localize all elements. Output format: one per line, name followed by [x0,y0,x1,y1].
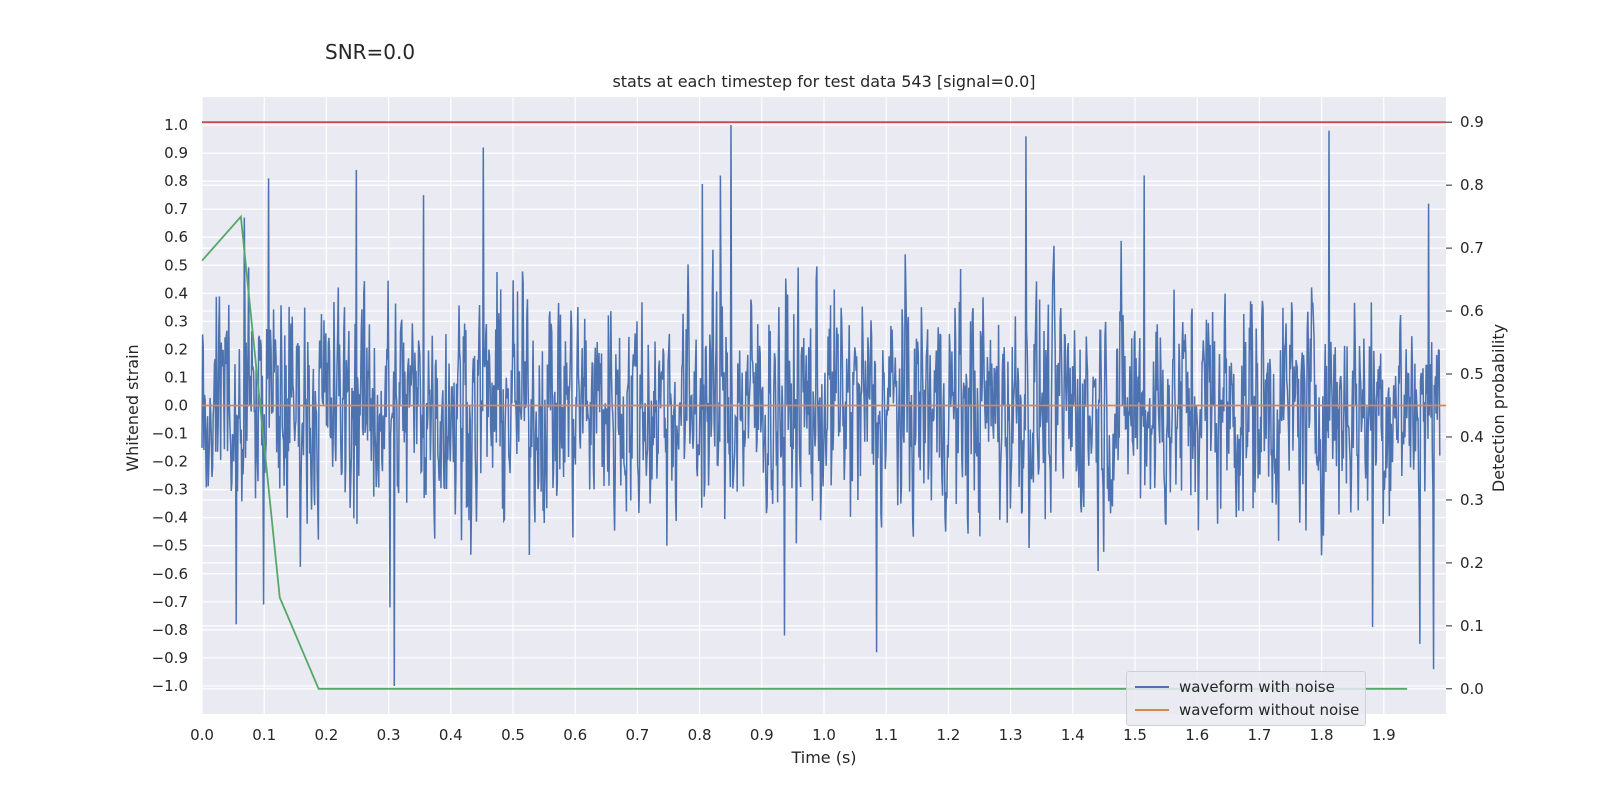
y-tick-label: 0.9 [164,144,188,162]
y-tick-label: −0.5 [152,537,188,555]
y2-tick-label: 0.9 [1460,113,1484,131]
x-tick-label: 1.9 [1372,726,1396,744]
legend: waveform with noise waveform without noi… [1126,671,1366,726]
x-tick-label: 1.0 [812,726,836,744]
y-tick-label: 0.0 [164,397,188,415]
y2-tick-label: 0.3 [1460,491,1484,509]
x-tick-label: 0.0 [190,726,214,744]
x-tick-label: 0.1 [252,726,276,744]
x-tick-label: 1.6 [1185,726,1209,744]
y-tick-label: 1.0 [164,116,188,134]
legend-swatch-clean [1135,709,1169,711]
x-tick-label: 1.7 [1247,726,1271,744]
y-tick-label: 0.2 [164,340,188,358]
x-tick-label: 1.8 [1310,726,1334,744]
x-tick-label: 0.8 [688,726,712,744]
x-tick-label: 0.5 [501,726,525,744]
y-tick-label: −0.6 [152,565,188,583]
y-tick-label: −0.3 [152,481,188,499]
y2-tick-label: 0.0 [1460,680,1484,698]
y2-tick-label: 0.6 [1460,302,1484,320]
x-tick-label: 1.5 [1123,726,1147,744]
y2-tick-label: 0.5 [1460,365,1484,383]
y2-tick-label: 0.7 [1460,239,1484,257]
y2-axis-label: Detection probability [1489,324,1508,492]
chart-title: stats at each timestep for test data 543… [612,72,1036,91]
x-tick-label: 1.3 [999,726,1023,744]
x-axis-label: Time (s) [790,748,856,767]
legend-swatch-noise [1135,686,1169,688]
legend-item-clean: waveform without noise [1135,699,1359,721]
x-tick-label: 0.7 [625,726,649,744]
series-line-waveform-with-noise [201,125,1441,686]
y-tick-label: −0.1 [152,425,188,443]
legend-label-clean: waveform without noise [1179,701,1360,719]
x-tick-label: 1.1 [874,726,898,744]
y2-tick-label: 0.2 [1460,554,1484,572]
legend-label-noise: waveform with noise [1179,678,1335,696]
y-tick-label: 0.1 [164,368,188,386]
y-tick-label: −0.9 [152,649,188,667]
y-tick-label: 0.7 [164,200,188,218]
x-tick-label: 0.6 [563,726,587,744]
y2-tick-label: 0.4 [1460,428,1484,446]
legend-item-noise: waveform with noise [1135,676,1335,698]
y-axis-label: Whitened strain [123,344,142,471]
y-tick-label: 0.3 [164,312,188,330]
series-group [201,121,1446,690]
tick-labels: 0.0 0.1 0.2 0.3 0.4 0.5 0.6 0.7 0.8 0.9 1.0 1.1 1.2 1… [152,113,1484,744]
x-tick-label: 0.2 [314,726,338,744]
y-tick-label: −0.2 [152,453,188,471]
x-tick-label: 1.4 [1061,726,1085,744]
x-tick-label: 0.9 [750,726,774,744]
x-tick-label: 0.3 [377,726,401,744]
y-tick-label: 0.6 [164,228,188,246]
y-tick-label: 0.5 [164,256,188,274]
series-line-detection-probability [201,214,1408,690]
x-tick-label: 0.4 [439,726,463,744]
y2-tick-label: 0.8 [1460,176,1484,194]
y-tick-label: −0.8 [152,621,188,639]
y-tick-label: −0.7 [152,593,188,611]
x-tick-label: 1.2 [936,726,960,744]
y-tick-label: −0.4 [152,509,188,527]
y-tick-label: 0.4 [164,284,188,302]
y-tick-label: −1.0 [152,677,188,695]
figure-suptitle: SNR=0.0 [325,40,416,64]
y2-tick-label: 0.1 [1460,617,1484,635]
y-tick-label: 0.8 [164,172,188,190]
